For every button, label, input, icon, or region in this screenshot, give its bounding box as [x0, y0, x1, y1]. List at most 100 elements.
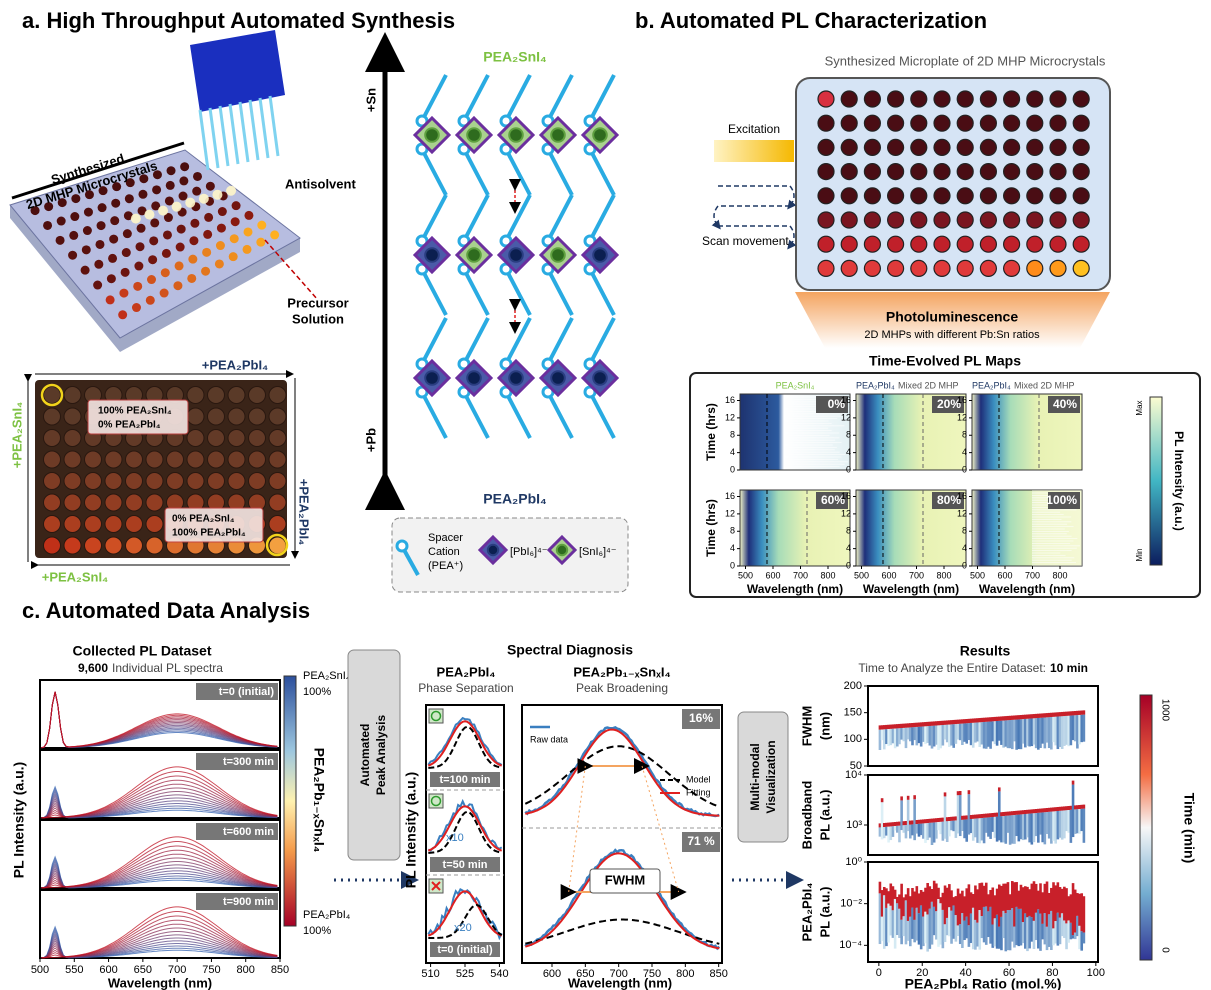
well — [888, 236, 904, 252]
y-tick-label: 0 — [846, 464, 851, 474]
y-tick-label: 0 — [962, 560, 967, 570]
label: 100% PEA₂SnI₄ — [98, 406, 172, 417]
shape — [467, 248, 481, 262]
well — [957, 115, 973, 131]
well — [118, 310, 127, 319]
spacer-cation — [466, 75, 488, 117]
label: Automated — [358, 724, 372, 787]
well — [83, 226, 92, 235]
scan-path — [718, 186, 794, 206]
shape — [425, 371, 439, 385]
well — [44, 473, 61, 490]
shape — [509, 371, 523, 385]
well — [818, 212, 834, 228]
well — [864, 164, 880, 180]
well — [107, 274, 116, 283]
spacer-cation — [508, 396, 530, 438]
well — [934, 188, 950, 204]
well — [208, 473, 225, 490]
y-tick-label: 8 — [962, 430, 967, 440]
label: t=0 (initial) — [437, 944, 493, 956]
axis-label: PL Intensity (a.u.) — [403, 772, 419, 888]
label: +PEA₂SnI₄ — [42, 569, 109, 584]
well — [818, 115, 834, 131]
well — [888, 115, 904, 131]
spacer-cation — [466, 273, 488, 315]
well — [269, 473, 286, 490]
well — [110, 216, 119, 225]
well — [269, 430, 286, 447]
well — [148, 255, 157, 264]
label: Phase Separation — [418, 681, 513, 695]
well — [146, 296, 155, 305]
well — [1004, 260, 1020, 276]
x-tick-label: 700 — [1025, 570, 1040, 580]
well — [249, 451, 266, 468]
well — [108, 254, 117, 263]
well — [934, 139, 950, 155]
well — [841, 91, 857, 107]
label: x20 — [454, 922, 472, 934]
x-tick-label: 500 — [31, 964, 49, 976]
pipette-tip — [230, 104, 238, 164]
spacer-cation — [592, 75, 614, 117]
y-tick-label: 8 — [846, 430, 851, 440]
x-tick-label: 650 — [134, 964, 152, 976]
label: t=50 min — [443, 859, 488, 871]
well — [188, 255, 197, 264]
label: Cation — [428, 546, 460, 558]
pipette-tip — [240, 102, 248, 162]
well — [228, 430, 245, 447]
well — [980, 164, 996, 180]
well — [203, 230, 212, 239]
label: PEA₂PbI₄ — [483, 491, 546, 507]
y-tick-label: 10⁰ — [845, 856, 862, 868]
well-highlight — [131, 214, 141, 224]
label: PEA₂PbI₄ — [303, 909, 351, 921]
y-tick-label: 0 — [730, 560, 735, 570]
well — [1073, 164, 1089, 180]
axis-label: PL Intensity (a.u.) — [1172, 431, 1186, 531]
well — [864, 188, 880, 204]
x-tick-label: 500 — [970, 570, 985, 580]
well — [818, 188, 834, 204]
y-tick-label: 10³ — [846, 819, 862, 831]
axis-label: PEA₂Pb₁₋ₓSnₓI₄ — [311, 748, 327, 853]
well — [1050, 212, 1066, 228]
well — [229, 252, 238, 261]
axis-label: PL (a.u.) — [817, 886, 832, 937]
shape — [467, 371, 481, 385]
x-tick-label: 700 — [793, 570, 808, 580]
label: +PEA₂PbI₄ — [202, 357, 269, 372]
spacer-cation — [508, 273, 530, 315]
x-tick-label: 600 — [765, 570, 780, 580]
y-tick-label: 12 — [725, 412, 735, 422]
well — [1073, 212, 1089, 228]
label: 71 % — [687, 834, 715, 848]
well — [1073, 260, 1089, 276]
axis-label: Wavelength (nm) — [568, 975, 672, 990]
label: 16% — [689, 711, 713, 725]
label: t=100 min — [439, 774, 490, 786]
label: 0% PEA₂PbI₄ — [98, 420, 161, 431]
shape — [425, 128, 439, 142]
label: Fitting — [686, 787, 711, 797]
y-tick-label: 16 — [957, 491, 967, 501]
well — [43, 221, 52, 230]
y-tick-label: 12 — [957, 508, 967, 518]
y-tick-label: 10⁴ — [845, 769, 862, 781]
well — [228, 408, 245, 425]
label: PEA₂PbI₄ — [437, 664, 496, 679]
label: 100% — [303, 925, 331, 937]
well — [249, 408, 266, 425]
well — [1004, 188, 1020, 204]
well — [85, 473, 102, 490]
well — [123, 229, 132, 238]
well — [177, 225, 186, 234]
spacer-cation — [466, 318, 488, 360]
y-tick-label: 4 — [962, 447, 967, 457]
well — [95, 240, 104, 249]
label: PEA₂SnI₄ — [483, 49, 546, 65]
x-tick-label: 540 — [490, 968, 508, 980]
well — [841, 115, 857, 131]
